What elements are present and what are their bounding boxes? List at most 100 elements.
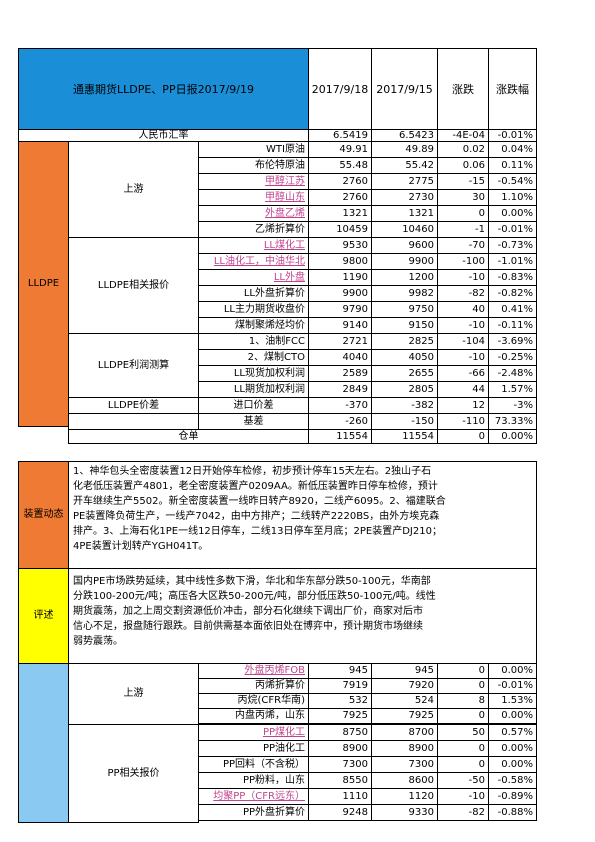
pp-quote-change: 0 [437, 740, 489, 757]
pp-quote-change-pct: 0.00% [488, 740, 537, 757]
device-line: 4PE装置计划转产YGH041T。 [73, 541, 209, 552]
pp-quote-value-2: 7300 [371, 756, 438, 773]
lldpe-spread-label: LLDPE价差 [68, 397, 199, 414]
lldpe-quote-value-2: 9900 [371, 253, 438, 270]
pp-upstream-change-pct: 0.00% [488, 708, 537, 724]
lldpe-quote-name-text: 煤制聚烯烃均价 [235, 319, 305, 331]
comment-line: 国内PE市场跌势延续，其中线性多数下滑，华北和华东部分跌50-100元，华南部 [73, 576, 431, 587]
pp-upstream-label: 上游 [68, 663, 199, 725]
lldpe-quote-change-pct: -0.11% [488, 317, 537, 334]
lldpe-upstream-name-text[interactable]: 甲醇山东 [265, 191, 305, 203]
lldpe-quote-value-2: 9600 [371, 237, 438, 254]
pp-quote-value-1: 9248 [308, 804, 372, 821]
lldpe-upstream-change-pct: 1.10% [488, 189, 537, 206]
pp-upstream-change-pct: 0.00% [488, 663, 537, 679]
lldpe-upstream-value-2: 10460 [371, 221, 438, 238]
lldpe-quote-change-pct: -1.01% [488, 253, 537, 270]
lldpe-quote-change: -100 [437, 253, 489, 270]
pp-upstream-name-text[interactable]: 外盘丙烯FOB [244, 665, 305, 676]
pp-upstream-value-2: 7925 [371, 708, 438, 724]
lldpe-quote-name-text[interactable]: LL油化工，中油华北 [213, 255, 305, 267]
pp-quote-name: PP煤化工 [198, 724, 309, 741]
lldpe-profit-change: -10 [437, 349, 489, 366]
lldpe-upstream-name: 甲醇山东 [198, 189, 309, 206]
pp-upstream-name: 外盘丙烯FOB [198, 663, 309, 679]
pp-quote-change-pct: -0.58% [488, 772, 537, 789]
pp-quote-value-2: 1120 [371, 788, 438, 805]
pp-quote-change-pct: -0.88% [488, 804, 537, 821]
lldpe-profit-name-text: 2、煤制CTO [247, 351, 305, 363]
header-date-1: 2017/9/18 [308, 48, 372, 130]
lldpe-upstream-change-pct: 0.04% [488, 141, 537, 158]
lldpe-profit-value-1: 2721 [308, 333, 372, 350]
pp-quote-name-text[interactable]: 均聚PP（CFR远东） [213, 790, 305, 802]
lldpe-quote-name: LL外盘折算价 [198, 285, 309, 302]
lldpe-spread-value-1: -260 [308, 413, 372, 430]
lldpe-upstream-name: 布伦特原油 [198, 157, 309, 174]
device-line: PE装置降负荷生产，一线产7042，由中方排产；二线转产2220BS，由外方埃克… [73, 511, 440, 522]
pp-quote-change: -10 [437, 788, 489, 805]
device-line: 开车继续生产5502。新全密度装置一线昨日转产8920，二线产6095。2、福建… [73, 496, 446, 507]
pp-quote-value-1: 8550 [308, 772, 372, 789]
lldpe-warehouse-change-pct: 0.00% [488, 429, 537, 444]
lldpe-profit-name-text: 1、油制FCC [248, 335, 305, 347]
pp-upstream-name-text: 丙烷(CFR华南) [237, 695, 306, 706]
pp-upstream-name: 丙烯折算价 [198, 678, 309, 694]
lldpe-quote-name: LL外盘 [198, 269, 309, 286]
lldpe-upstream-name-text[interactable]: 外盘乙烯 [265, 207, 305, 219]
lldpe-quote-change: -70 [437, 237, 489, 254]
pp-upstream-value-1: 945 [308, 663, 372, 679]
pp-upstream-name-text: 丙烯折算价 [255, 680, 305, 691]
lldpe-quote-name: LL主力期货收盘价 [198, 301, 309, 318]
lldpe-profit-value-2: 2805 [371, 381, 438, 398]
lldpe-upstream-value-1: 2760 [308, 189, 372, 206]
pp-quote-value-1: 7300 [308, 756, 372, 773]
lldpe-spread-name: 进口价差 [198, 397, 309, 414]
pp-quote-name-text[interactable]: PP煤化工 [262, 726, 305, 738]
comment-line: 信心不足，报盘随行跟跌。目前供需基本面依旧处在博弈中，预计期货市场继续 [73, 621, 423, 632]
lldpe-quote-change-pct: -0.73% [488, 237, 537, 254]
pp-quote-name-text: PP油化工 [262, 742, 305, 754]
lldpe-quote-change-pct: -0.82% [488, 285, 537, 302]
lldpe-profit-value-2: 2825 [371, 333, 438, 350]
lldpe-upstream-name: 外盘乙烯 [198, 205, 309, 222]
lldpe-upstream-change: 30 [437, 189, 489, 206]
lldpe-quote-name-text[interactable]: LL外盘 [273, 271, 305, 283]
lldpe-upstream-change: 0.02 [437, 141, 489, 158]
pp-upstream-name: 丙烷(CFR华南) [198, 693, 309, 709]
lldpe-profit-change: -104 [437, 333, 489, 350]
header-date-2: 2017/9/15 [371, 48, 438, 130]
lldpe-profit-name-text: LL期货加权利润 [233, 383, 305, 395]
lldpe-profit-name: LL期货加权利润 [198, 381, 309, 398]
pp-upstream-name: 内盘丙烯，山东 [198, 708, 309, 724]
pp-section-label [18, 663, 69, 823]
header-change-pct: 涨跌幅 [488, 48, 537, 130]
lldpe-profit-value-2: 4050 [371, 349, 438, 366]
comment-line: 弱势震荡。 [73, 636, 123, 647]
lldpe-warehouse-value-1: 11554 [308, 429, 372, 444]
lldpe-upstream-name-text: WTI原油 [266, 143, 305, 155]
lldpe-profit-value-1: 2589 [308, 365, 372, 382]
lldpe-upstream-change: 0 [437, 205, 489, 222]
pp-quote-change-pct: 0.57% [488, 724, 537, 741]
lldpe-upstream-label: 上游 [68, 141, 199, 238]
lldpe-quote-name-text[interactable]: LL煤化工 [263, 239, 305, 251]
lldpe-spread-name-text: 进口价差 [233, 399, 274, 411]
pp-quote-name: 均聚PP（CFR远东） [198, 788, 309, 805]
lldpe-quote-change: -10 [437, 269, 489, 286]
lldpe-warehouse-change: 0 [437, 429, 489, 444]
lldpe-profit-change: 44 [437, 381, 489, 398]
pp-quote-name: PP粉料，山东 [198, 772, 309, 789]
header-change: 涨跌 [437, 48, 489, 130]
lldpe-upstream-change: 0.06 [437, 157, 489, 174]
report-title: 通惠期货LLDPE、PP日报2017/9/19 [18, 48, 309, 130]
pp-quote-change-pct: 0.00% [488, 756, 537, 773]
pp-quote-name-text: PP外盘折算价 [242, 806, 305, 818]
pp-quote-value-1: 8750 [308, 724, 372, 741]
lldpe-quote-change-pct: 0.41% [488, 301, 537, 318]
lldpe-upstream-name-text[interactable]: 甲醇江苏 [265, 175, 305, 187]
lldpe-spread-change-pct: 73.33% [488, 413, 537, 430]
lldpe-profit-change: -66 [437, 365, 489, 382]
lldpe-upstream-value-1: 10459 [308, 221, 372, 238]
lldpe-upstream-name: WTI原油 [198, 141, 309, 158]
